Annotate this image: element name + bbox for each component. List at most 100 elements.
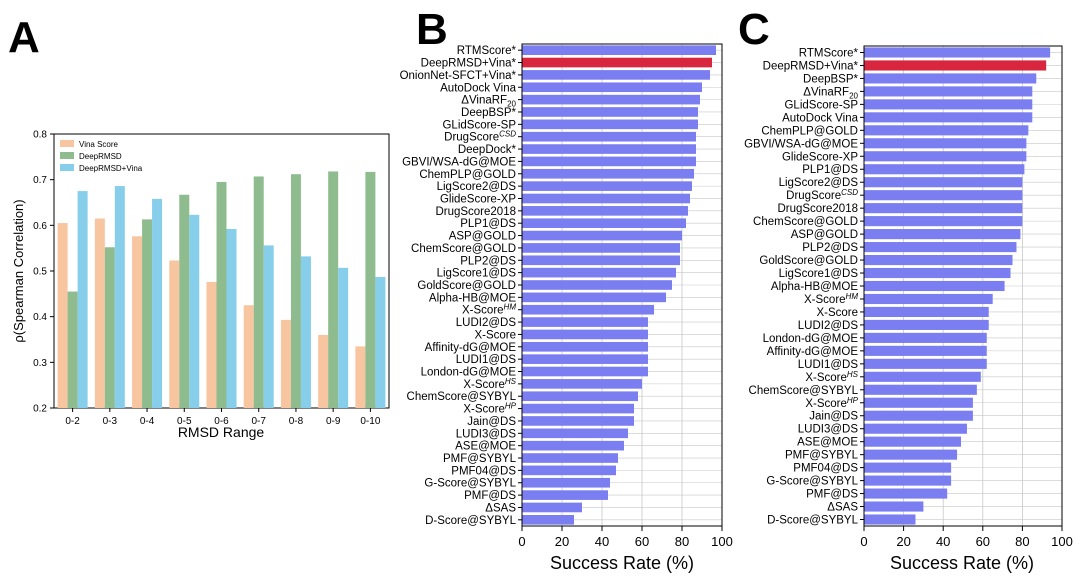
a-ytick-label-0-3: 0.3: [33, 358, 47, 369]
a-bar-vina-score-0-3: [94, 218, 105, 408]
b-bar-london-dg-moe: [522, 366, 648, 377]
b-category-label-goldscore-gold: GoldScore@GOLD: [417, 280, 516, 292]
a-bar-deeprmsd-0-5: [179, 194, 190, 408]
b-category-label-plp1-ds: PLP1@DS: [460, 218, 516, 230]
c-bar-glidescore-xp: [864, 151, 1027, 162]
b-bar-x-scorehp: [522, 403, 634, 414]
c-bar-deepbsp: [864, 73, 1037, 84]
c-category-label-goldscore-gold: GoldScore@GOLD: [759, 255, 858, 267]
b-bar-ase-moe: [522, 440, 624, 451]
c-bar-vinarf20: [864, 86, 1033, 97]
a-bar-vina-score-0-8: [280, 319, 291, 408]
a-legend-label-deeprmsd: DeepRMSD: [79, 152, 122, 161]
panel-c-x-ticks: 0 20 40 60 80 100: [860, 526, 1073, 549]
b-category-label-autodock-vina: AutoDock Vina: [440, 82, 516, 94]
c-bar-affinity-dg-moe: [864, 345, 987, 356]
c-bar-d-score-sybyl: [864, 514, 916, 525]
b-bar-gbvi-wsa-dg-moe: [522, 156, 696, 167]
b-bar-glidscore-sp: [522, 119, 698, 130]
c-bar-ligscore2-ds: [864, 177, 1023, 188]
a-xtick-label-0-10: 0-10: [360, 416, 380, 427]
panel-b-x-axis-label: Success Rate (%): [550, 553, 694, 573]
b-bar-plp2-ds: [522, 255, 680, 266]
c-category-label-affinity-dg-moe: Affinity-dG@MOE: [767, 346, 859, 358]
panel-b-letter: B: [416, 5, 448, 54]
c-bar-autodock-vina: [864, 112, 1033, 123]
b-category-label-pmf-ds: PMF@DS: [464, 490, 516, 502]
b-bar-pmf04-ds: [522, 465, 616, 476]
b-category-label-chemplp-gold: ChemPLP@GOLD: [419, 169, 516, 181]
a-bar-deeprmsd-0-4: [142, 219, 153, 408]
c-category-label-chemplp-gold: ChemPLP@GOLD: [761, 125, 858, 137]
c-bar-x-scorehp: [864, 397, 973, 408]
c-bar-plp2-ds: [864, 242, 1017, 253]
a-bar-deeprmsd-vina-0-2: [77, 191, 88, 408]
b-category-label-x-scorehs: X-ScoreHS: [463, 377, 516, 391]
c-bar-chemplp-gold: [864, 125, 1029, 136]
c-category-label-pmf04-ds: PMF04@DS: [793, 463, 858, 475]
c-xtick-label-20: 20: [896, 534, 910, 549]
c-bar-rtmscore: [864, 47, 1051, 58]
b-bar-asp-gold: [522, 230, 682, 241]
b-bar-pmf-sybyl: [522, 453, 618, 463]
a-bar-deeprmsd-vina-0-6: [226, 228, 237, 408]
panel-b-x-ticks: 0 20 40 60 80 100: [518, 526, 733, 549]
panel-a: A 0.20.30.40.50.60.70.8 0-2 0-3 0-4 0-5 0-6 0…: [8, 13, 390, 440]
a-xtick-label-0-7: 0-7: [251, 416, 266, 427]
a-bar-deeprmsd-0-2: [67, 291, 78, 408]
panel-b-plot-frame: [521, 43, 723, 527]
c-category-label-plp1-ds: PLP1@DS: [802, 164, 858, 176]
c-bar-x-scorehm: [864, 293, 993, 305]
b-bar-deepbsp: [522, 107, 698, 117]
c-category-label-x-scorehp: X-ScoreHP: [805, 396, 858, 410]
b-xtick-label-40: 40: [595, 534, 609, 549]
b-category-label-london-dg-moe: London-dG@MOE: [421, 367, 517, 379]
a-bar-deeprmsd-vina-0-4: [152, 198, 163, 408]
c-category-label-chemscore-gold: ChemScore@GOLD: [753, 216, 858, 228]
b-bar-glidescore-xp: [522, 193, 690, 204]
b-bar-x-score: [522, 329, 648, 340]
panel-c-plot-frame: [863, 45, 1063, 527]
c-category-label-plp2-ds: PLP2@DS: [802, 242, 858, 254]
b-bar-drugscore2018: [522, 206, 688, 216]
c-category-label-deeprmsd-vina: DeepRMSD+Vina*: [763, 60, 859, 72]
b-category-label-plp2-ds: PLP2@DS: [460, 255, 516, 267]
c-category-label-chemscore-sybyl: ChemScore@SYBYL: [749, 385, 859, 397]
b-category-label-ase-moe: ASE@MOE: [455, 441, 516, 453]
b-bar-x-scorehm: [522, 304, 654, 315]
b-category-label-rtmscore: RTMScore*: [457, 45, 517, 57]
a-legend-swatch-deeprmsd: [60, 152, 74, 159]
b-xtick-label-0: 0: [518, 534, 525, 549]
c-category-label-g-score-sybyl: G-Score@SYBYL: [766, 476, 858, 488]
b-category-label-pmf-sybyl: PMF@SYBYL: [443, 453, 517, 465]
c-category-label-drugscorecsd: DrugScoreCSD: [786, 188, 858, 202]
a-legend-swatch-vina-score: [60, 140, 74, 147]
c-bar-ligscore1-ds: [864, 267, 1011, 279]
b-bar-ludi1-ds: [522, 354, 648, 364]
b-bar-d-score-sybyl: [522, 515, 574, 525]
a-legend-swatch-deeprmsd-vina: [60, 164, 74, 171]
c-xtick-label-100: 100: [1051, 534, 1073, 549]
b-bar-ludi3-ds: [522, 428, 628, 439]
c-bar-drugscorecsd: [864, 190, 1023, 201]
b-bar-sas: [522, 502, 582, 513]
b-category-label-drugscorecsd: DrugScoreCSD: [444, 130, 516, 144]
b-category-label-jain-ds: Jain@DS: [467, 416, 516, 428]
panel-a-letter: A: [8, 13, 40, 62]
c-category-label-glidscore-sp: GLidScore-SP: [784, 99, 858, 111]
c-bar-jain-ds: [864, 410, 973, 421]
c-category-label-asp-gold: ASP@GOLD: [791, 229, 858, 241]
a-bar-vina-score-0-10: [355, 346, 366, 408]
b-bar-alpha-hb-moe: [522, 292, 666, 303]
c-bar-asp-gold: [864, 229, 1021, 240]
c-category-label-ludi3-ds: LUDI3@DS: [798, 424, 859, 436]
c-bar-pmf04-ds: [864, 462, 952, 473]
b-category-label-sas: ΔSAS: [485, 502, 516, 514]
c-bar-chemscore-sybyl: [864, 384, 977, 395]
a-bar-vina-score-0-4: [132, 236, 143, 408]
c-category-label-jain-ds: Jain@DS: [809, 411, 858, 423]
b-bar-pmf-ds: [522, 490, 608, 500]
panel-c: C RTMScore*DeepRMSD+Vina*DeepBSP*ΔVinaRF…: [738, 5, 1073, 573]
c-bar-alpha-hb-moe: [864, 280, 1005, 292]
